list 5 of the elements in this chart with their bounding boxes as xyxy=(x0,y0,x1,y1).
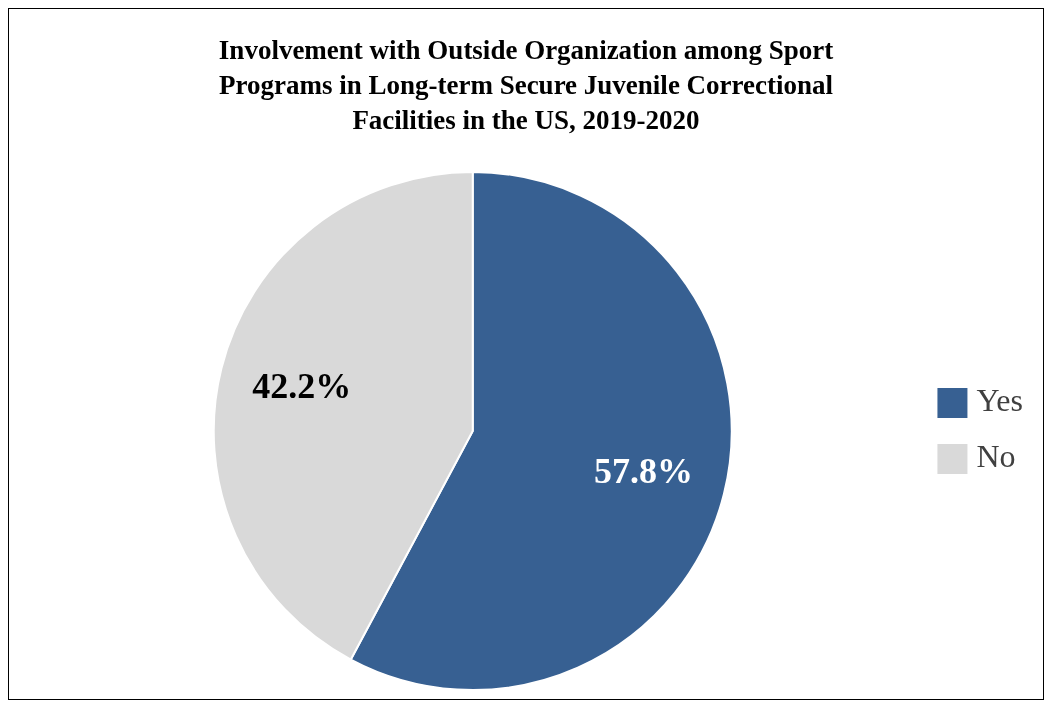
chart-title: Involvement with Outside Organization among Sport Programs in Long-term Secure Juvenile Correctional Facilities in the US, 2019-2020 xyxy=(217,34,835,137)
data-label: 42.2% xyxy=(252,365,352,406)
data-label: 57.8% xyxy=(594,451,694,492)
legend-label: Yes xyxy=(976,382,1023,419)
legend-label: No xyxy=(976,438,1016,475)
